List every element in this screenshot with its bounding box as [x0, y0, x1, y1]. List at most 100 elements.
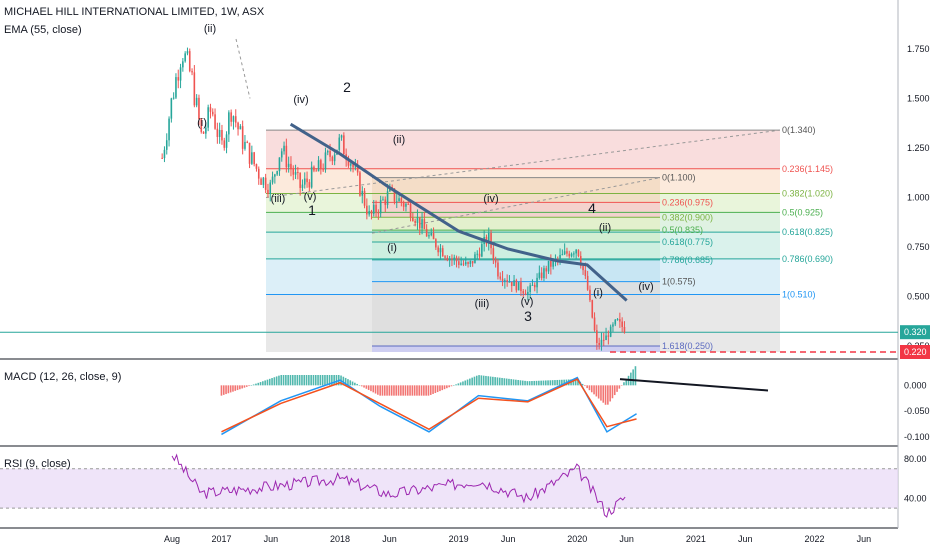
trendline: [235, 38, 251, 99]
price-candle-body: [451, 258, 453, 260]
last-price-badge: [900, 325, 930, 340]
macd-histogram-bar: [280, 375, 283, 386]
fib-label-right: 0(1.340): [782, 125, 816, 135]
fib-zone-left: [372, 346, 660, 352]
wave-label: (i): [197, 117, 207, 129]
macd-histogram-bar: [455, 384, 457, 386]
price-candle-body: [165, 140, 168, 150]
macd-histogram-bar: [317, 375, 319, 386]
macd-histogram-bar: [324, 375, 326, 386]
wave-label: (iii): [271, 193, 286, 205]
price-candle-body: [589, 289, 591, 301]
macd-histogram-bar: [462, 381, 464, 386]
macd-histogram-bar: [528, 381, 531, 386]
price-candle-body: [361, 190, 364, 196]
macd-histogram-bar: [416, 385, 418, 396]
chart-title: MICHAEL HILL INTERNATIONAL LIMITED, 1W, …: [4, 6, 265, 18]
price-candle-body: [464, 262, 467, 265]
price-candle-body: [366, 205, 368, 215]
price-candle-body: [566, 251, 568, 254]
price-candle-body: [467, 262, 469, 264]
price-candle-body: [292, 169, 295, 175]
macd-histogram-bar: [533, 380, 536, 386]
rsi-line: [171, 453, 626, 518]
macd-histogram-bar: [245, 385, 248, 387]
macd-histogram-bar: [390, 385, 393, 396]
macd-histogram-bar: [351, 381, 354, 386]
macd-histogram-bar: [595, 385, 598, 397]
price-candle-body: [225, 134, 228, 148]
price-candle-body: [379, 199, 382, 214]
macd-histogram-bar: [515, 379, 517, 386]
fib-label-right: 1(0.510): [782, 290, 816, 300]
price-candle-body: [416, 217, 419, 223]
price-candle-body: [248, 142, 251, 164]
grid-lines: [0, 0, 899, 529]
price-axis[interactable]: 1.7501.5001.2501.0000.7500.5000.2500.320…: [900, 44, 930, 359]
macd-histogram-bar: [581, 383, 584, 386]
price-candle-body: [310, 166, 313, 188]
price-candle-body: [414, 220, 416, 223]
price-candle-body: [326, 150, 329, 153]
price-candle-body: [299, 172, 301, 188]
macd-histogram-bar: [285, 375, 287, 386]
price-candle-body: [474, 254, 476, 264]
wave-label: 1: [308, 202, 316, 218]
price-candle-body: [529, 285, 531, 292]
marker-level-value: 0.220: [904, 347, 927, 357]
price-candle-body: [276, 171, 278, 175]
macd-histogram-bar: [482, 375, 485, 386]
wave-label: (iv): [483, 193, 498, 205]
macd-histogram-bar: [344, 377, 347, 386]
marker-level-badge: [900, 345, 930, 359]
macd-histogram-bar: [478, 375, 480, 386]
macd-histogram-bar: [501, 377, 503, 386]
price-candle-body: [602, 339, 605, 341]
price-candle-body: [283, 145, 285, 152]
price-candle-body: [280, 151, 283, 158]
price-candle-body: [294, 171, 297, 175]
price-candle-body: [547, 260, 550, 272]
macd-histogram-bar: [310, 375, 312, 386]
wave-label: 4: [588, 200, 596, 216]
macd-histogram-bar: [222, 385, 225, 395]
macd-histogram-bar: [574, 379, 577, 386]
macd-histogram-bar: [319, 375, 322, 386]
price-candle-body: [253, 152, 255, 165]
macd-histogram-bar: [227, 385, 230, 394]
time-axis[interactable]: Aug 2017 Jun 2018 Jun 2019 Jun 2020 Jun 2021 Jun 20…: [164, 534, 871, 544]
macd-pane: 0.000 -0.050 -0.100: [220, 366, 930, 442]
price-candle-body: [506, 280, 508, 282]
price-candle-body: [191, 71, 193, 73]
price-candle-body: [290, 163, 292, 170]
price-candle-body: [619, 319, 621, 322]
price-candle-body: [205, 127, 207, 134]
price-candle-body: [501, 278, 504, 282]
price-candle-body: [193, 72, 196, 106]
price-candle-body: [257, 168, 260, 179]
macd-histogram-bar: [540, 380, 542, 386]
macd-histogram-bar: [255, 383, 257, 386]
macd-histogram-bar: [397, 385, 400, 396]
price-candle-body: [423, 219, 426, 230]
price-candle-body: [609, 326, 612, 337]
price-candle-body: [209, 107, 212, 112]
macd-histogram-bar: [400, 385, 402, 396]
price-candle-body: [161, 157, 163, 159]
macd-histogram-bar: [604, 385, 607, 405]
price-candle-body: [508, 281, 511, 283]
macd-histogram-bar: [469, 378, 471, 386]
macd-axis-tick: -0.050: [904, 406, 930, 416]
price-candle-body: [264, 177, 267, 190]
macd-histogram-bar: [443, 385, 446, 390]
price-candle-body: [211, 111, 214, 115]
price-candle-body: [510, 281, 513, 287]
macd-histogram-bar: [232, 385, 234, 392]
macd-histogram-bar: [618, 385, 621, 389]
price-axis-tick: 0.750: [907, 242, 930, 252]
price-candle-body: [540, 272, 543, 279]
wave-label: 3: [524, 308, 532, 324]
wave-annotations: (ii)(i)(iv)2(ii)(iii) (v)1(i)(iv)4(ii)(ii…: [197, 23, 654, 324]
macd-histogram-bar: [492, 376, 494, 386]
